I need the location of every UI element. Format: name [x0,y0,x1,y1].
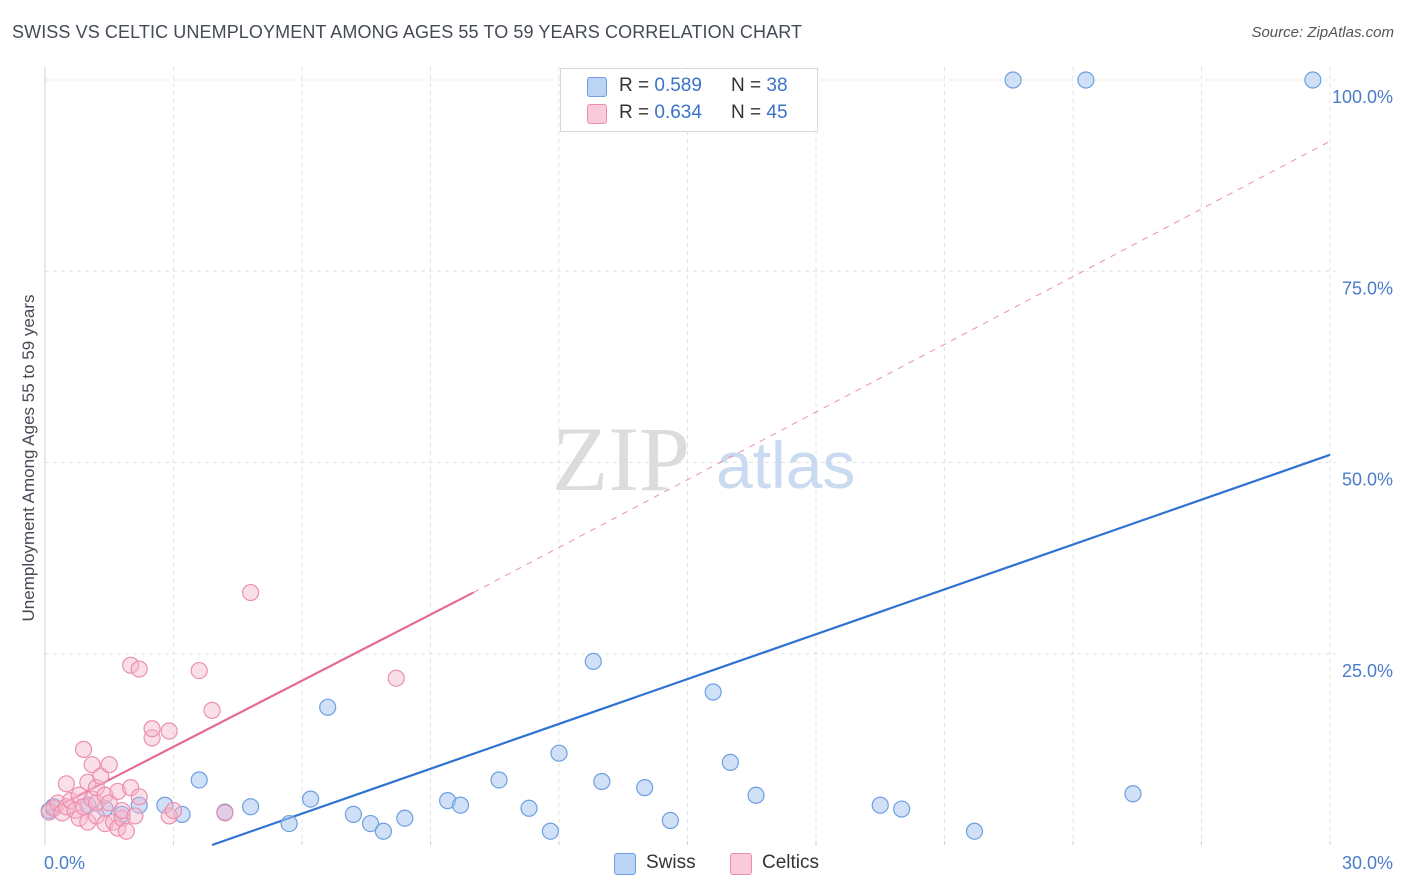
swiss-point [156,796,174,814]
celtic-point [143,720,161,738]
swiss-point [747,786,765,804]
legend-celtic-n-label: N = [731,102,767,123]
celtic-point [387,669,405,687]
swiss-point [893,800,911,818]
swiss-point [319,698,337,716]
x-tick-label: 30.0% [1342,853,1393,873]
swiss-point [344,805,362,824]
y-tick-label: 25.0% [1342,661,1393,681]
y-axis-title: Unemployment Among Ages 55 to 59 years [19,295,38,622]
celtic-point [109,782,127,801]
celtic-point [164,801,183,820]
bottom-legend-swatch-swiss [614,853,636,875]
swiss-point [374,822,392,840]
swiss-point [1304,71,1322,89]
celtic-point [113,801,131,820]
celtic-point [74,740,93,758]
correlation-legend: R = 0.589 N = 38 R = 0.634 N = 45 [560,68,818,132]
swiss-point [636,779,654,797]
swiss-point [965,822,984,840]
bottom-legend-label-celtic: Celtics [762,852,820,873]
celtic-point [122,779,140,797]
watermark-atlas: atlas [716,428,855,502]
swiss-point [661,811,679,830]
celtic-point [190,661,208,680]
legend-celtic-r-label: R = [619,102,655,123]
swiss-point [190,771,208,789]
celtic-point [160,722,178,740]
swiss-point [301,790,320,808]
celtic-point [92,767,110,785]
swiss-point [721,753,739,771]
swiss-point [361,814,380,833]
swiss-point [242,798,260,816]
swiss-point [704,683,722,701]
legend-swiss-r-value: 0.589 [654,75,702,96]
celtic-point [126,807,144,825]
swiss-point [541,822,560,840]
celtic-point [79,813,97,831]
points-layer [40,71,1322,840]
swiss-point [451,796,470,814]
swiss-point [490,771,508,789]
swiss-point [396,809,414,827]
celtic-trend-extension [473,140,1331,593]
swiss-point [871,796,889,814]
celtic-point [143,729,161,747]
swiss-point [1004,71,1022,89]
celtic-point [130,660,148,678]
legend-swiss-n-label: N = [731,75,767,96]
swiss-point [1124,785,1142,803]
legend-swiss-r-label: R = [619,75,655,96]
legend-swiss-n-value: 38 [766,75,788,96]
swiss-point [520,799,538,817]
legend-swatch-celtic [587,104,607,124]
y-tick-label: 75.0% [1342,278,1393,298]
axis-layer: 25.0% 50.0% 75.0% 100.0% 0.0% 30.0% [44,67,1393,873]
x-tick-label: 0.0% [44,853,85,873]
celtic-point [83,756,101,774]
trend-layer [44,140,1331,847]
celtic-point [117,822,135,840]
bottom-legend-label-swiss: Swiss [646,852,696,873]
swiss-point [584,652,602,671]
swiss-point [593,772,611,791]
swiss-trend-line [211,453,1331,847]
swiss-point [550,744,568,762]
legend-celtic-n-value: 45 [766,102,788,123]
celtic-point [96,814,114,833]
y-tick-label: 100.0% [1332,87,1393,107]
bottom-legend-swatch-celtic [730,853,752,875]
celtic-point [100,794,118,812]
swiss-point [173,805,191,824]
chart-title: SWISS VS CELTIC UNEMPLOYMENT AMONG AGES … [12,22,803,42]
celtic-point [242,583,260,602]
grid-layer [45,67,1336,845]
swiss-point [1077,71,1095,89]
celtic-point [57,775,76,793]
source-credit: Source: ZipAtlas.com [1251,24,1394,41]
celtic-point [100,756,118,774]
legend-swatch-swiss [587,77,607,97]
celtic-point [216,804,234,822]
legend-celtic-r-value: 0.634 [654,102,702,123]
celtic-point [122,656,140,674]
celtic-point [203,701,221,719]
celtic-trend-line [44,591,474,814]
watermark: ZIP atlas [552,408,855,510]
celtic-point [49,794,67,812]
swiss-point [280,814,298,833]
watermark-zip: ZIP [552,408,690,510]
celtic-point [130,788,148,806]
y-tick-label: 50.0% [1342,470,1393,490]
